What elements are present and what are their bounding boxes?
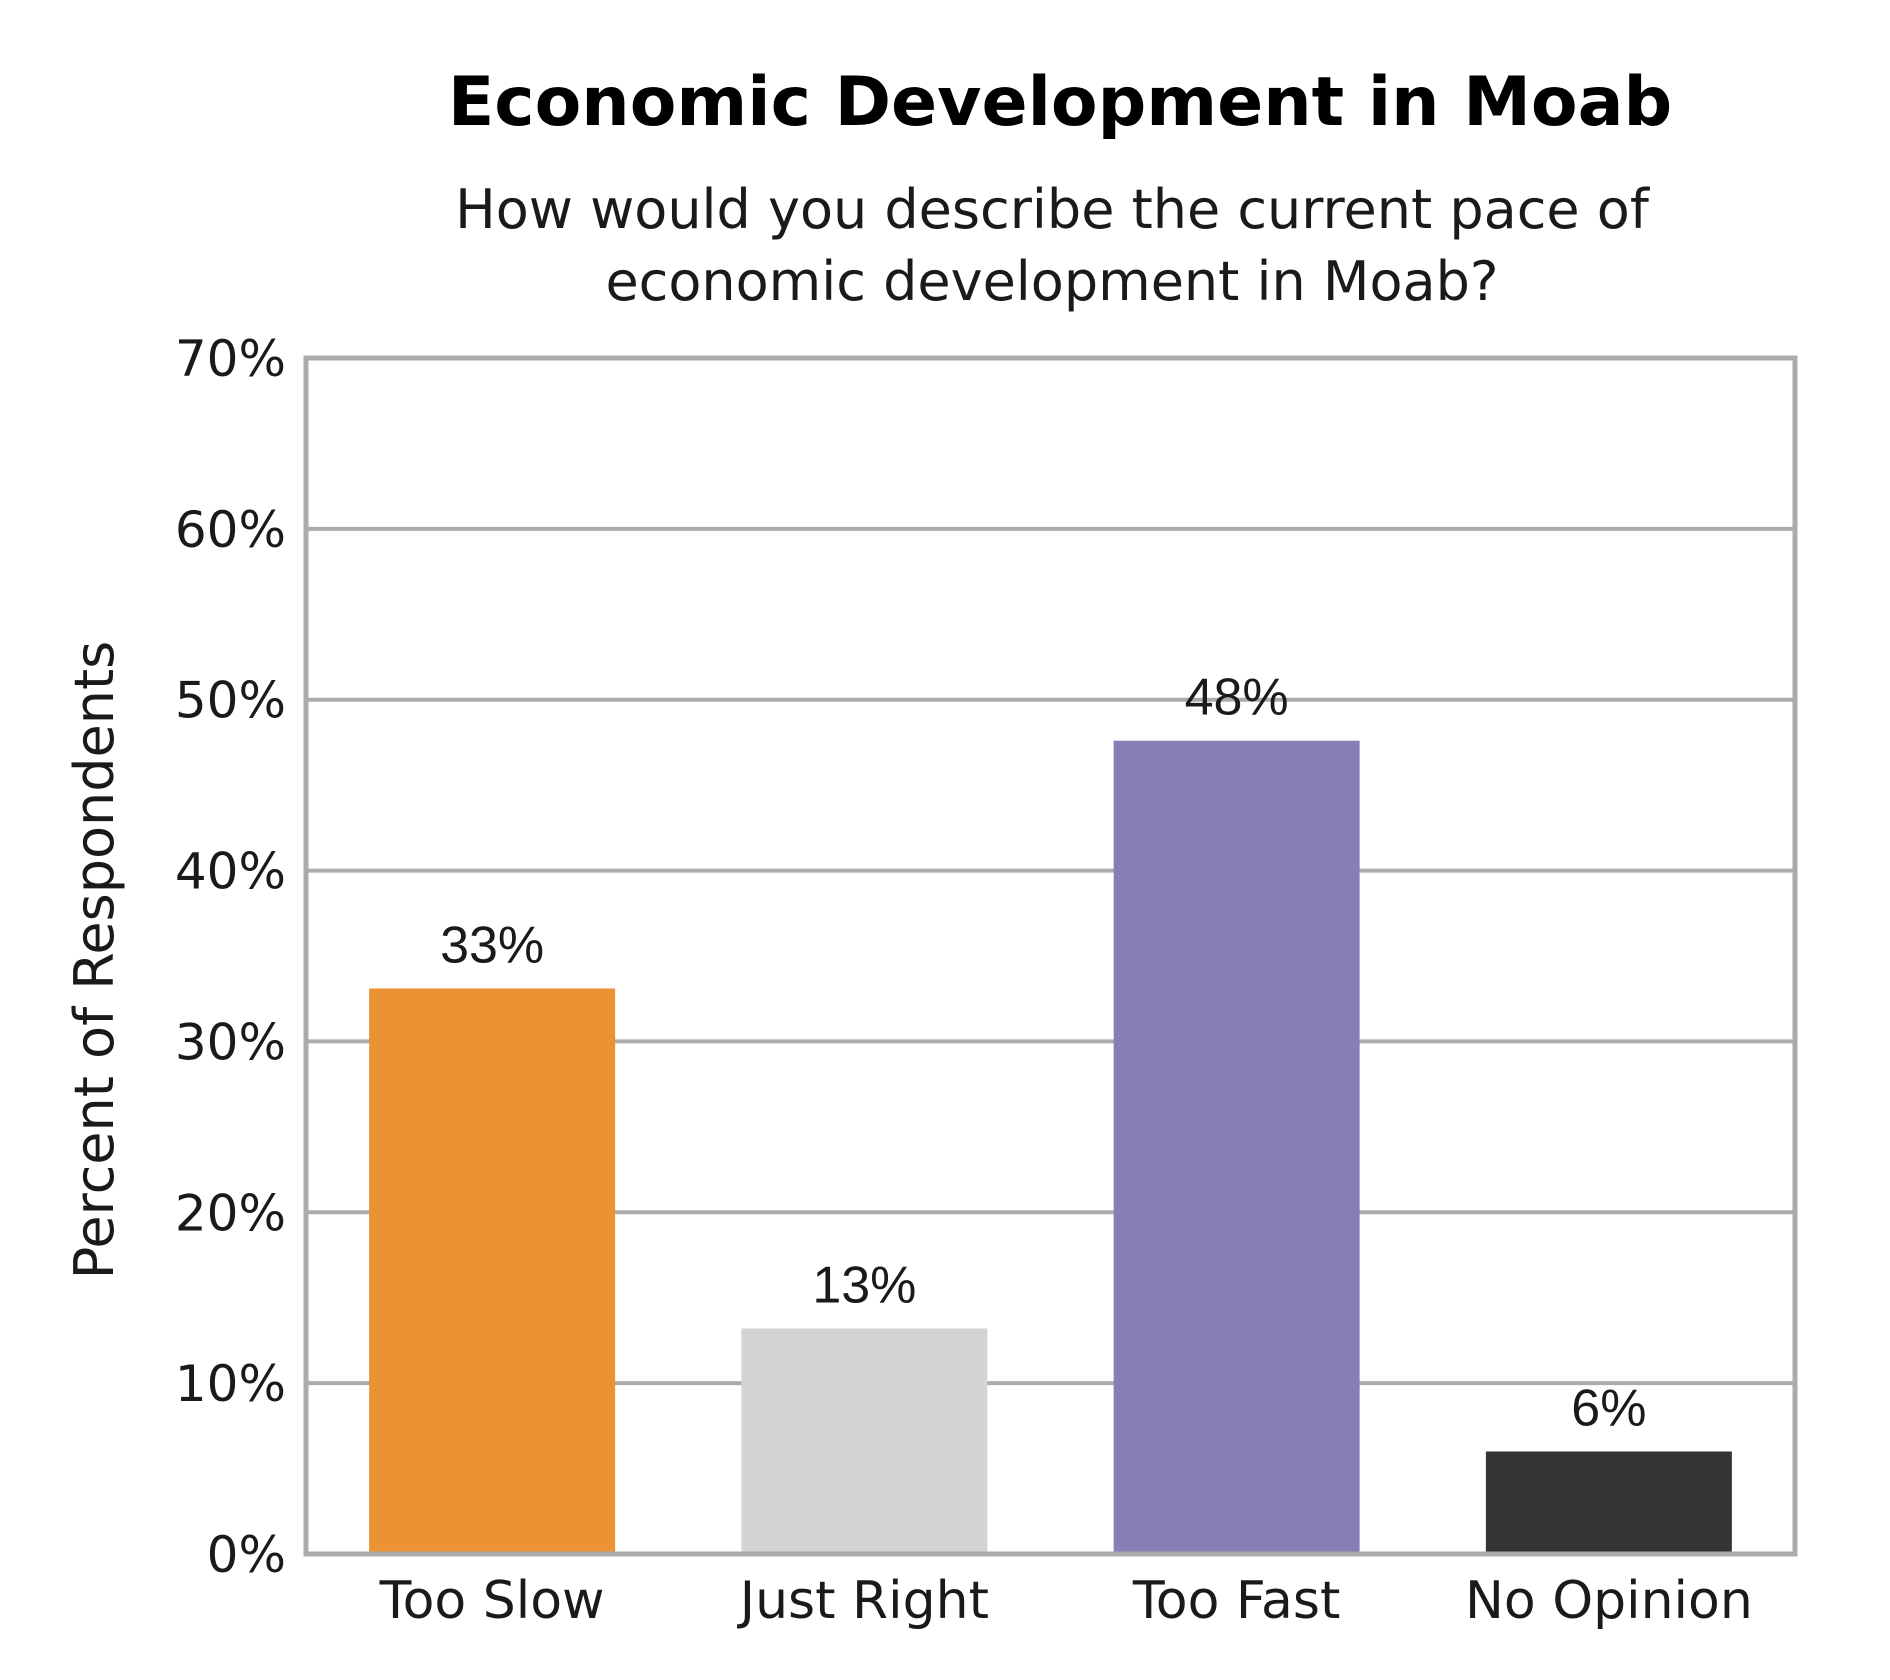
x-axis-categories: Too Slow Just Right Too Fast No Opinion	[379, 1571, 1753, 1631]
chart-subtitle-line-1: How would you describe the current pace …	[455, 178, 1651, 241]
y-axis-ticks: 0% 10% 20% 30% 40% 50% 60% 70%	[175, 330, 286, 1584]
y-tick-label: 10%	[175, 1355, 286, 1413]
chart-title: Economic Development in Moab	[448, 63, 1672, 142]
x-tick-label: Too Fast	[1132, 1571, 1341, 1631]
data-labels: 33% 13% 48% 6%	[440, 669, 1646, 1438]
y-tick-label: 20%	[175, 1184, 286, 1242]
bars	[369, 740, 1732, 1554]
y-tick-label: 30%	[175, 1013, 286, 1071]
bar	[369, 988, 616, 1554]
y-tick-label: 0%	[207, 1526, 286, 1584]
y-tick-label: 70%	[175, 330, 286, 388]
plot-frame	[303, 355, 1798, 1557]
data-label: 13%	[812, 1256, 916, 1314]
y-tick-label: 40%	[175, 843, 286, 901]
x-tick-label: Too Slow	[379, 1571, 605, 1631]
bar	[741, 1328, 988, 1554]
y-tick-label: 60%	[175, 501, 286, 559]
y-tick-label: 50%	[175, 672, 286, 730]
data-label: 6%	[1571, 1379, 1646, 1437]
chart-subtitle-line-2: economic development in Moab?	[605, 250, 1498, 313]
x-tick-label: No Opinion	[1465, 1571, 1753, 1631]
bar	[1113, 740, 1360, 1554]
y-axis-title: Percent of Respondents	[63, 641, 126, 1280]
data-label: 48%	[1185, 669, 1289, 727]
x-tick-label: Just Right	[737, 1571, 989, 1631]
plot-border	[303, 355, 1798, 1557]
bar	[1485, 1451, 1732, 1554]
data-label: 33%	[440, 916, 544, 974]
